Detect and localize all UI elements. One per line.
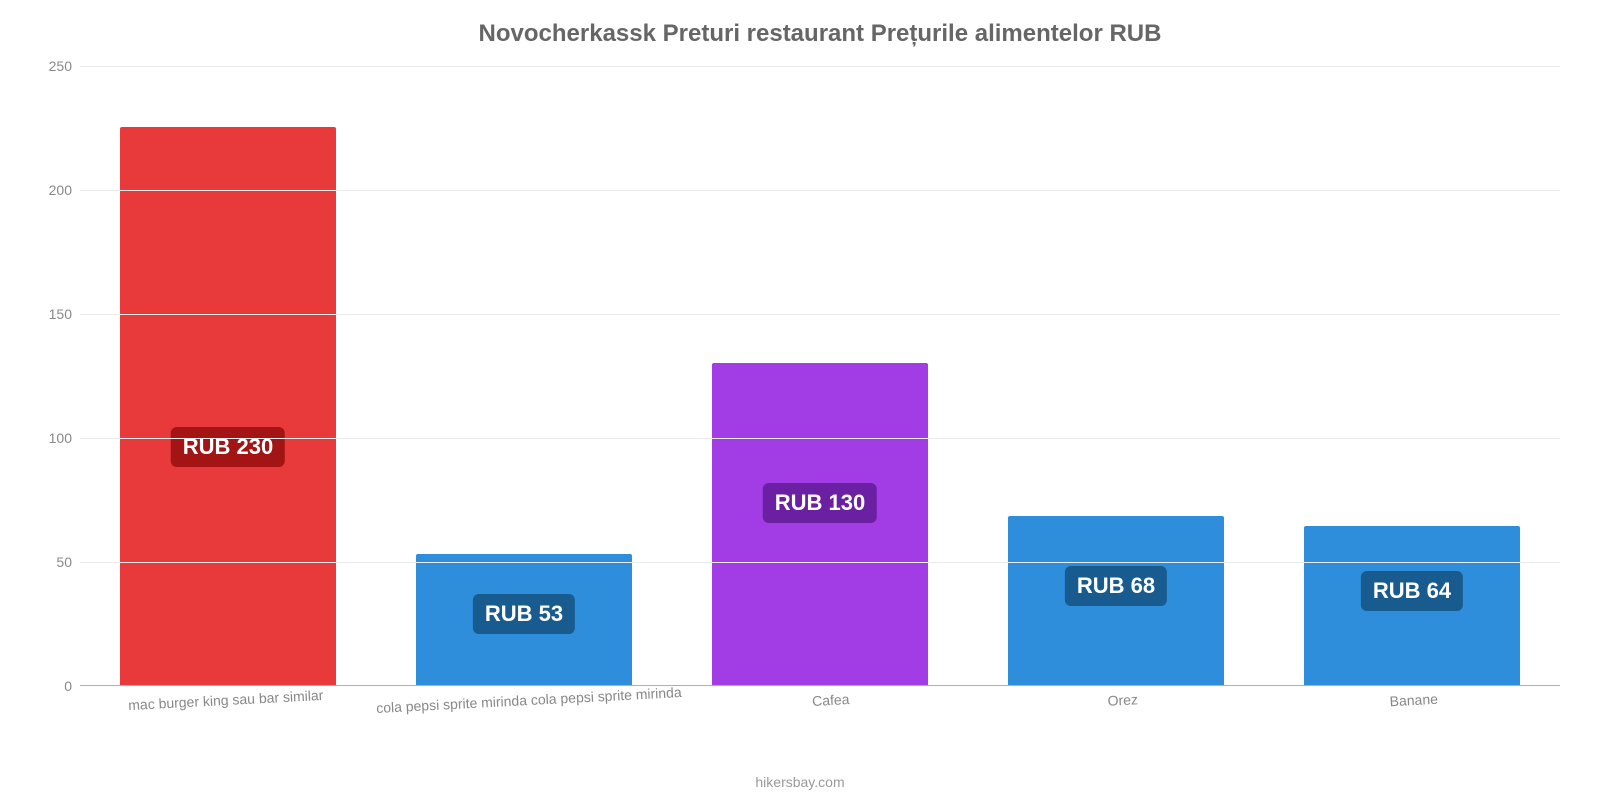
bar: RUB 53 <box>416 554 632 685</box>
bar-slot: RUB 53 <box>376 66 672 685</box>
x-tick-label: mac burger king sau bar similar <box>80 684 372 715</box>
bars-container: RUB 230 RUB 53 RUB 130 RUB 68 RUB 64 <box>80 66 1560 685</box>
gridline <box>80 438 1560 439</box>
plot-area: RUB 230RUB 53RUB 130RUB 68RUB 64 0501001… <box>80 66 1560 686</box>
value-badge: RUB 230 <box>171 427 285 467</box>
x-tick-label: Orez <box>977 684 1269 715</box>
x-tick-label: Cafea <box>685 684 977 715</box>
bar-slot: RUB 64 <box>1264 66 1560 685</box>
bar: RUB 64 <box>1304 526 1520 685</box>
value-badge: RUB 53 <box>473 594 575 634</box>
bar: RUB 68 <box>1008 516 1224 685</box>
y-tick-label: 200 <box>30 182 72 198</box>
bar-slot: RUB 130 <box>672 66 968 685</box>
attribution-text: hikersbay.com <box>0 774 1600 790</box>
value-badge: RUB 130 <box>763 483 877 523</box>
gridline <box>80 190 1560 191</box>
chart-title: Novocherkassk Preturi restaurant Prețuri… <box>80 20 1560 48</box>
gridline <box>80 562 1560 563</box>
y-tick-label: 50 <box>30 554 72 570</box>
gridline <box>80 314 1560 315</box>
bar-slot: RUB 230 <box>80 66 376 685</box>
y-tick-label: 150 <box>30 306 72 322</box>
y-tick-label: 250 <box>30 58 72 74</box>
price-bar-chart: Novocherkassk Preturi restaurant Prețuri… <box>0 0 1600 800</box>
bar: RUB 130 <box>712 363 928 685</box>
y-tick-label: 0 <box>30 678 72 694</box>
y-tick-label: 100 <box>30 430 72 446</box>
x-tick-label: Banane <box>1268 684 1560 715</box>
bar-slot: RUB 68 <box>968 66 1264 685</box>
gridline <box>80 66 1560 67</box>
value-badge: RUB 68 <box>1065 566 1167 606</box>
bar: RUB 230 <box>120 127 336 685</box>
value-badge: RUB 64 <box>1361 571 1463 611</box>
x-tick-label: cola pepsi sprite mirinda cola pepsi spr… <box>371 684 685 716</box>
x-axis-labels: mac burger king sau bar similarcola peps… <box>80 692 1560 708</box>
